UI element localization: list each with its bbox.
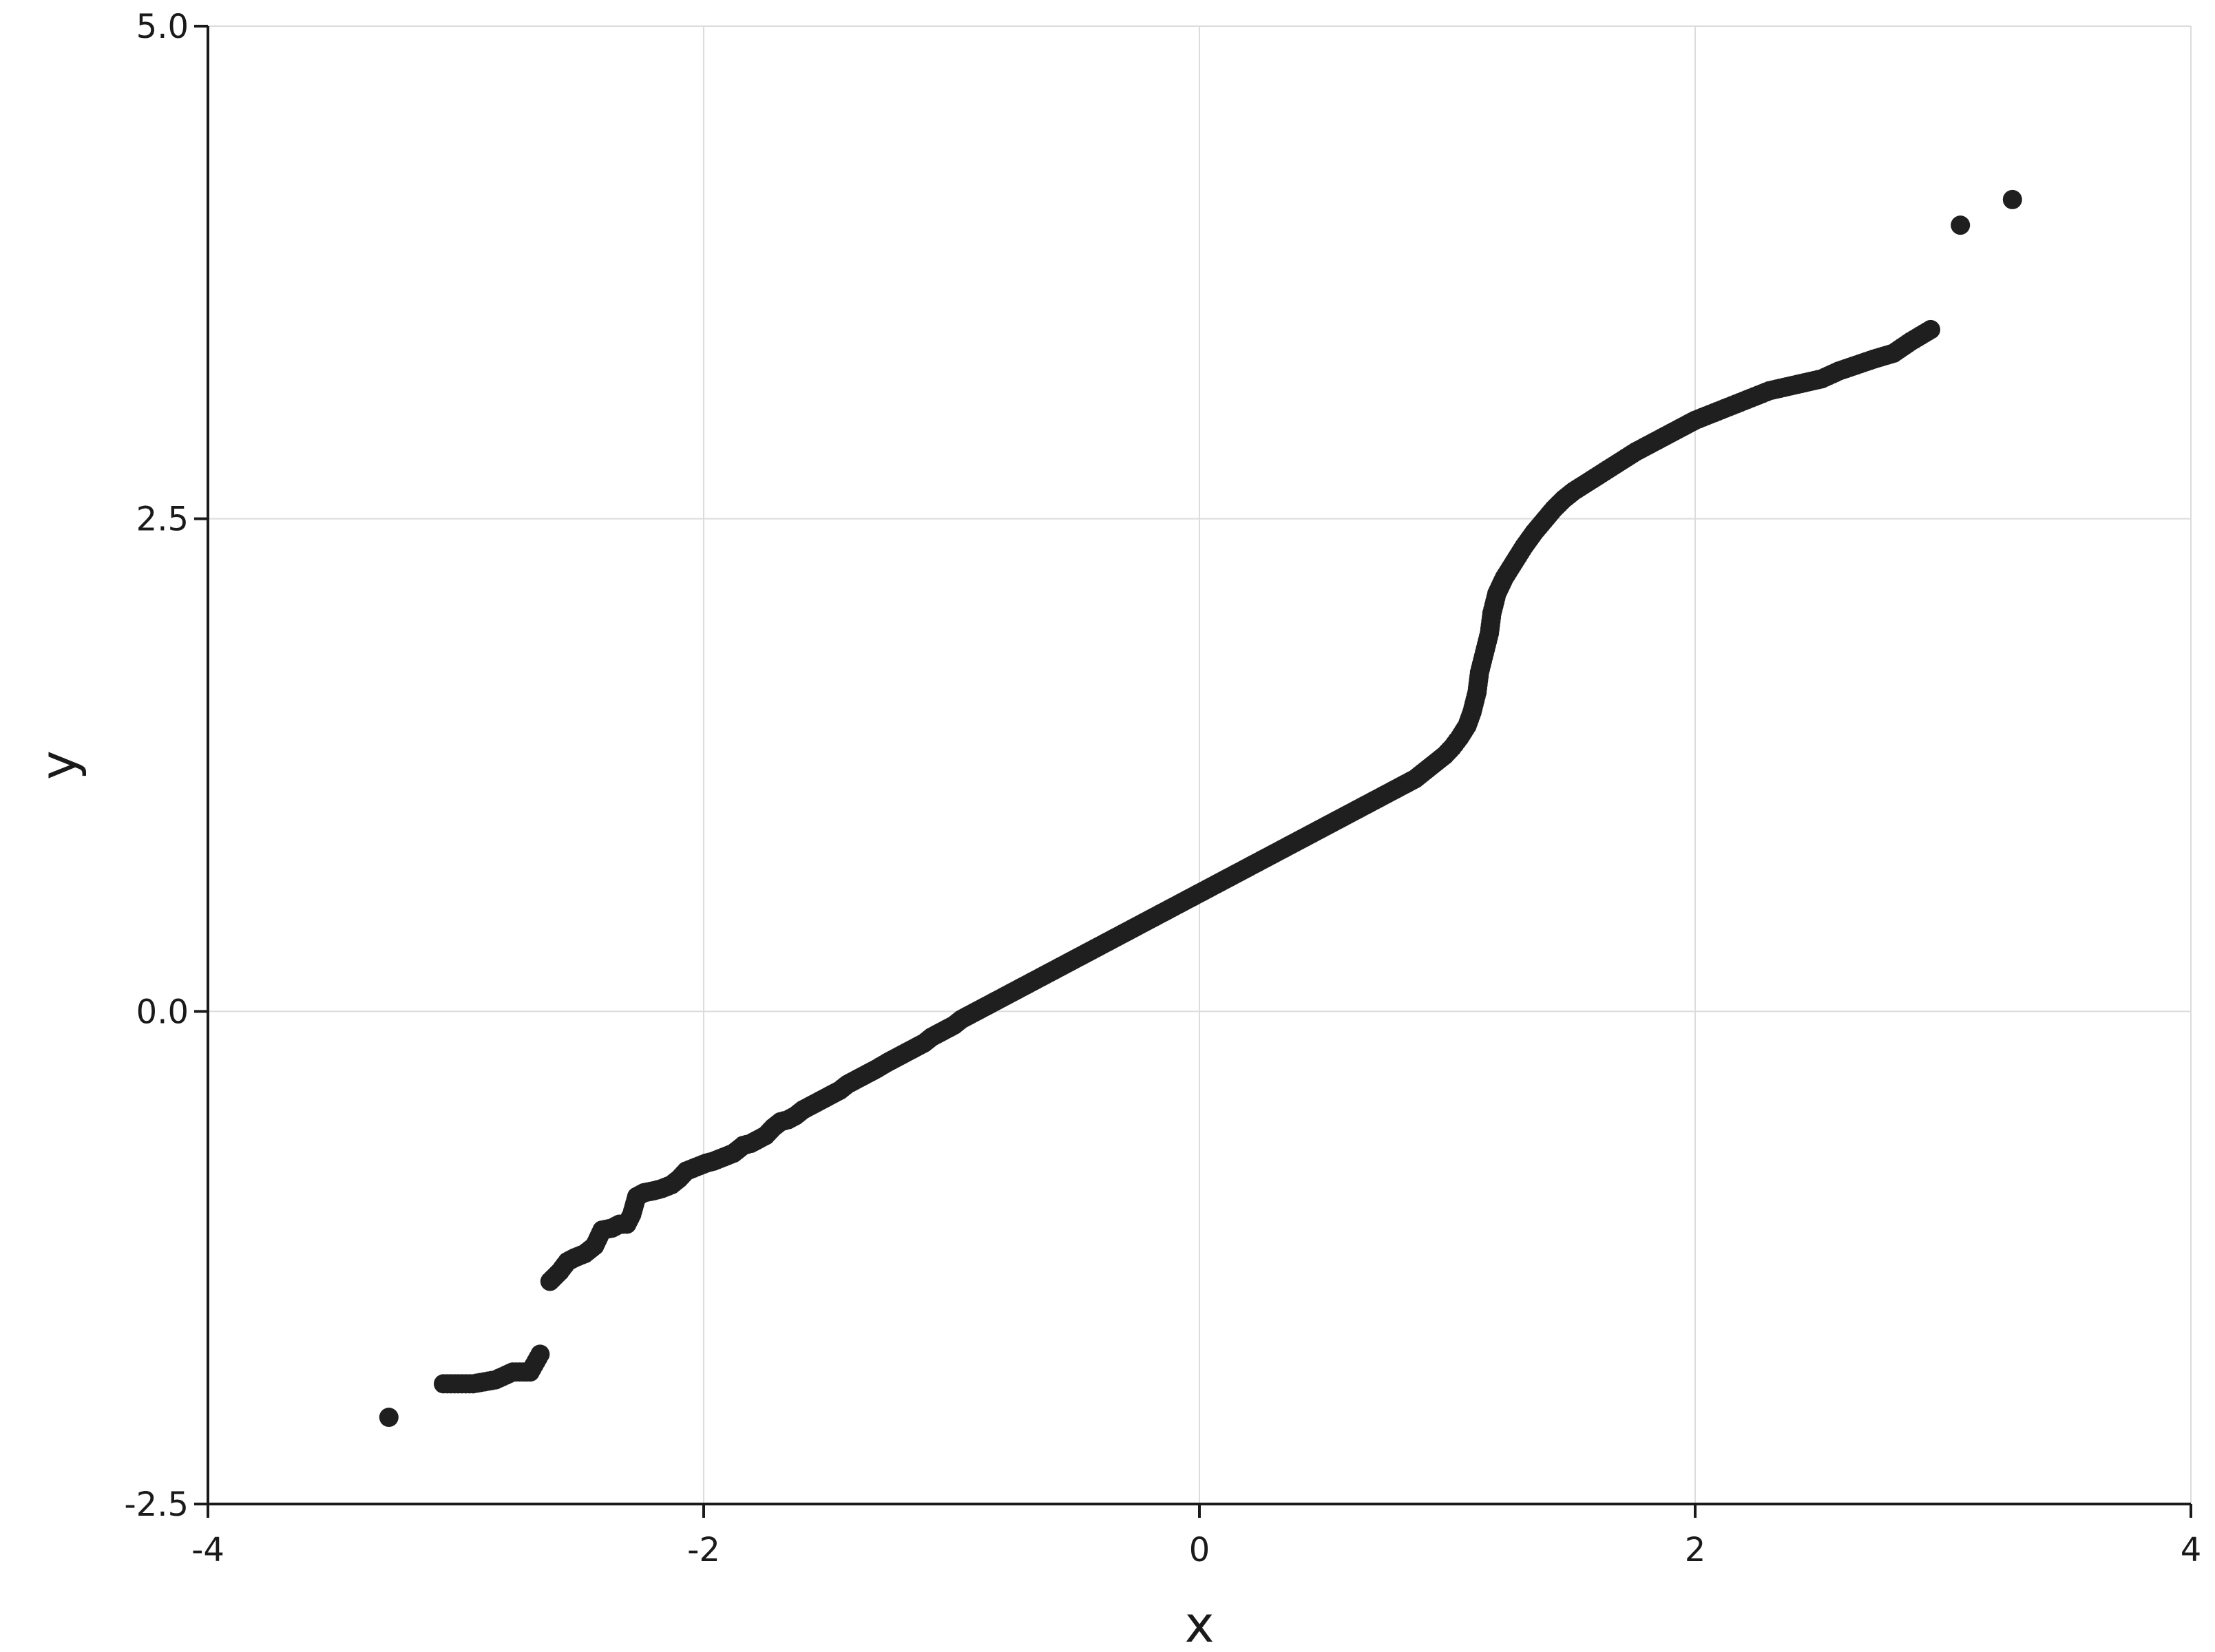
y-tick-label: 0.0 [136,993,189,1031]
data-point [379,1408,399,1428]
data-point-fill [528,1348,548,1368]
y-tick-label: 2.5 [136,500,189,539]
y-tick-label: -2.5 [124,1485,189,1524]
data-point [2002,189,2022,209]
x-axis-title: x [1185,1596,1215,1652]
x-tick-label: 0 [1189,1531,1210,1569]
grid-lines [207,25,2192,1505]
x-tick-label: -4 [191,1531,224,1569]
y-ticks: -2.5 0.0 2.5 5.0 [124,8,208,1524]
data-point [1951,215,1971,235]
data-points [379,189,2022,1428]
y-tick-label: 5.0 [136,8,189,46]
x-tick-label: 2 [1685,1531,1706,1569]
x-ticks: -4 -2 0 2 4 [191,1504,2201,1569]
x-tick-label: 4 [2181,1531,2202,1569]
x-tick-label: -2 [687,1531,720,1569]
data-point-fill [1918,321,1938,341]
y-axis-title: y [30,750,87,780]
